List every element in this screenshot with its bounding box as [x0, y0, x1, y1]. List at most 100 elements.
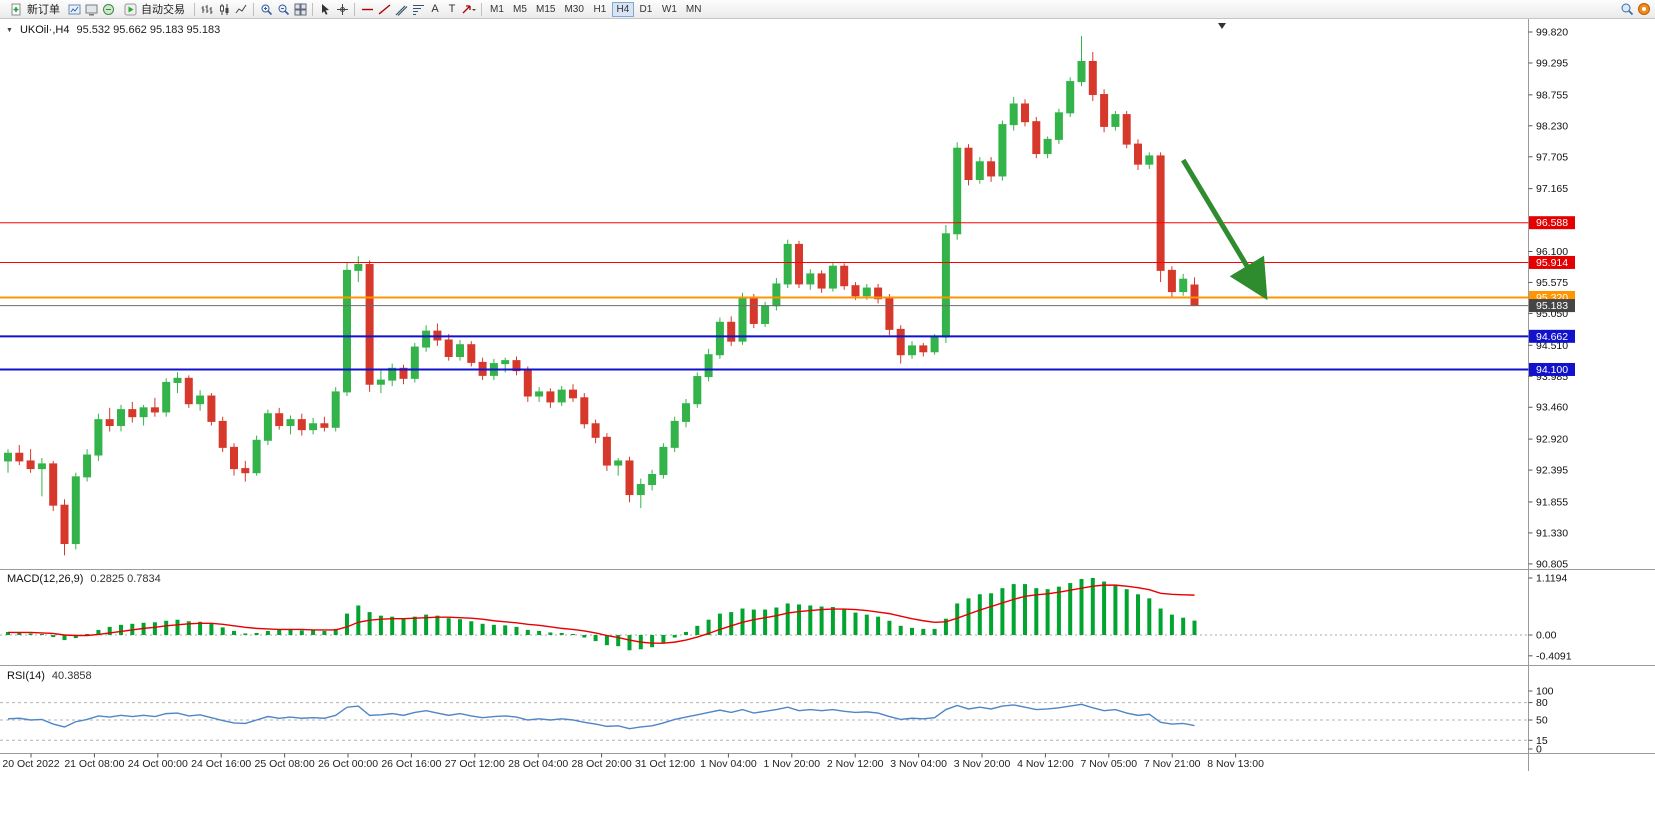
candle — [964, 144, 973, 186]
macd-bar — [480, 623, 485, 635]
macd-bar — [1158, 608, 1163, 635]
candle — [828, 262, 837, 292]
macd-bar — [209, 623, 214, 635]
new-order-button[interactable]: 新订单 — [3, 1, 65, 17]
macd-bar — [943, 618, 948, 635]
macd-bar — [932, 628, 937, 635]
candle — [987, 157, 996, 182]
timeframe-d1[interactable]: D1 — [635, 2, 657, 17]
candle — [230, 443, 238, 476]
candle — [207, 393, 216, 426]
zoom-out-icon[interactable] — [275, 1, 291, 17]
text-icon[interactable]: A — [431, 3, 439, 15]
candle — [105, 407, 114, 432]
timeframe-mn[interactable]: MN — [682, 2, 706, 17]
macd-bar — [152, 622, 157, 635]
candles-layer — [4, 36, 1199, 556]
hline-icon[interactable] — [359, 1, 375, 17]
macd-bar — [593, 635, 598, 642]
profile-icon[interactable] — [83, 1, 99, 17]
macd-bar — [774, 607, 779, 635]
macd-bar — [73, 635, 78, 639]
macd-bar — [616, 635, 621, 647]
candle — [580, 393, 589, 429]
crosshair-icon[interactable] — [334, 1, 350, 17]
candle — [309, 417, 318, 435]
macd-bar — [548, 632, 553, 635]
candle — [715, 317, 724, 359]
macd-bar — [887, 620, 892, 635]
time-axis-label: 1 Nov 04:00 — [700, 758, 757, 770]
bar-chart-icon[interactable] — [199, 1, 215, 17]
macd-bar — [672, 635, 677, 638]
trendline-icon[interactable] — [376, 1, 392, 17]
candle — [727, 316, 736, 346]
candle — [840, 263, 849, 290]
time-axis-label: 7 Nov 05:00 — [1080, 758, 1137, 770]
macd-bar — [1079, 579, 1084, 635]
timeframe-m5[interactable]: M5 — [509, 2, 531, 17]
terminal-icon[interactable] — [100, 1, 116, 17]
timeframe-w1[interactable]: W1 — [658, 2, 681, 17]
channel-icon[interactable] — [393, 1, 409, 17]
candle — [184, 375, 193, 408]
toolbar-separator — [312, 2, 313, 16]
timeframe-h1[interactable]: H1 — [589, 2, 611, 17]
time-axis-label: 21 Oct 08:00 — [64, 758, 124, 770]
candle — [444, 334, 453, 361]
candle — [128, 401, 137, 423]
macd-bar — [729, 612, 734, 635]
arrows-icon[interactable] — [461, 1, 477, 17]
fibonacci-icon[interactable] — [410, 1, 426, 17]
y-axis-label: 98.230 — [1536, 120, 1568, 132]
toolbar-separator — [481, 2, 482, 16]
timeframe-m15[interactable]: M15 — [532, 2, 559, 17]
timeframe-m30[interactable]: M30 — [560, 2, 587, 17]
macd-bar — [695, 625, 700, 635]
zoom-in-icon[interactable] — [258, 1, 274, 17]
y-axis-label: 90.805 — [1536, 558, 1568, 570]
candle — [433, 323, 442, 346]
macd-bar — [186, 621, 191, 635]
auto-trading-button[interactable]: 自动交易 — [117, 1, 190, 17]
macd-bar — [819, 606, 824, 635]
timeframe-h4[interactable]: H4 — [611, 1, 634, 17]
y-axis-label: 96.100 — [1536, 246, 1568, 258]
candle — [162, 378, 171, 417]
bar-shift-marker[interactable] — [1218, 23, 1226, 29]
candlestick-icon[interactable] — [216, 1, 232, 17]
notification-icon[interactable] — [1636, 1, 1652, 17]
label-icon[interactable]: T — [448, 3, 456, 15]
macd-bar — [650, 635, 655, 648]
macd-bar — [503, 625, 508, 635]
macd-bar — [797, 604, 801, 635]
macd-bar — [243, 633, 248, 635]
chart-canvas[interactable]: 99.820 99.295 98.755 98.230 97.705 97.165 96.1… — [0, 19, 1655, 771]
toolbar-separator — [194, 2, 195, 16]
macd-bar — [446, 618, 451, 635]
candle — [670, 416, 679, 453]
autotrade-icon — [122, 1, 138, 17]
search-icon[interactable] — [1619, 1, 1635, 17]
time-axis-label: 3 Nov 04:00 — [890, 758, 947, 770]
y-axis-label: 92.395 — [1536, 465, 1568, 477]
candle — [150, 397, 159, 417]
y-axis-label: 97.705 — [1536, 151, 1568, 163]
rsi-axis-label: 80 — [1536, 697, 1548, 709]
macd-bar — [356, 605, 361, 635]
tile-windows-icon[interactable] — [292, 1, 308, 17]
trend-arrow[interactable] — [1181, 158, 1268, 301]
macd-bar — [525, 629, 530, 635]
candle — [1122, 111, 1131, 149]
rsi-line — [7, 703, 1195, 730]
candle — [241, 460, 250, 482]
macd-bar — [1023, 584, 1027, 635]
chart-window-icon[interactable] — [66, 1, 82, 17]
macd-signal-line — [8, 584, 1195, 644]
cursor-icon[interactable] — [317, 1, 333, 17]
macd-bar — [1181, 617, 1186, 635]
candle — [343, 262, 351, 397]
timeframe-m1[interactable]: M1 — [486, 2, 508, 17]
new-order-icon — [8, 1, 24, 17]
line-chart-icon[interactable] — [233, 1, 249, 17]
